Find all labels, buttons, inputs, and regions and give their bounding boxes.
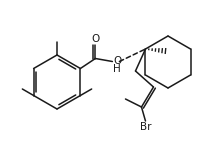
Text: Br: Br [140,122,151,132]
Text: H: H [113,64,121,75]
Text: O: O [113,57,122,66]
Text: O: O [91,34,99,44]
